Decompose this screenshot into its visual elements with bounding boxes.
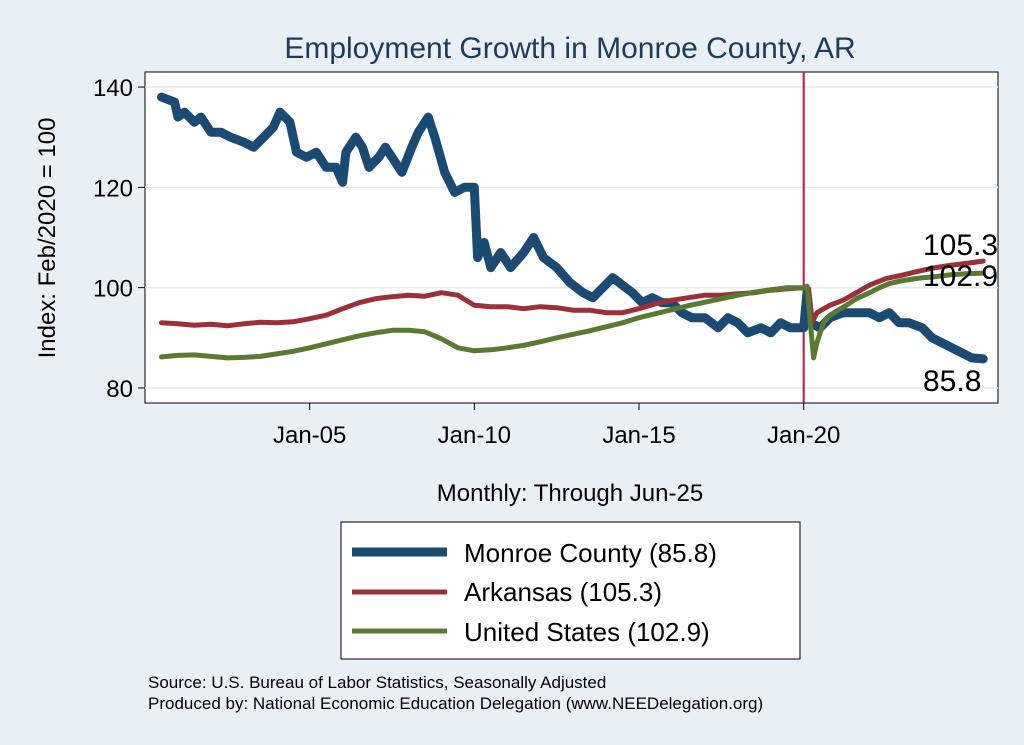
- x-tick-label-Jan-15: Jan-15: [602, 422, 675, 449]
- series-line-united-states: [159, 270, 986, 361]
- legend-label-monroe-county: Monroe County (85.8): [464, 538, 717, 568]
- legend-label-arkansas: Arkansas (105.3): [464, 577, 662, 607]
- end-label-united-states: 102.9: [923, 260, 998, 293]
- y-tick-label-80: 80: [106, 376, 133, 403]
- legend-label-united-states: United States (102.9): [464, 617, 710, 647]
- source-note: Source: U.S. Bureau of Labor Statistics,…: [148, 673, 606, 692]
- x-axis: Jan-05 Jan-10 Jan-15 Jan-20: [273, 403, 840, 449]
- y-axis-title: Index: Feb/2020 = 100: [34, 118, 61, 359]
- x-tick-label-Jan-10: Jan-10: [438, 422, 511, 449]
- series-lines: [157, 92, 988, 364]
- x-tick-label-Jan-05: Jan-05: [273, 422, 346, 449]
- end-label-monroe-county: 85.8: [923, 365, 981, 398]
- legend: Monroe County (85.8) Arkansas (105.3) Un…: [340, 521, 801, 660]
- y-tick-label-120: 120: [93, 175, 133, 202]
- y-tick-label-140: 140: [93, 75, 133, 102]
- x-axis-title: Monthly: Through Jun-25: [437, 480, 703, 507]
- x-tick-label-Jan-20: Jan-20: [767, 422, 840, 449]
- chart-title: Employment Growth in Monroe County, AR: [284, 32, 855, 65]
- producer-note: Produced by: National Economic Education…: [148, 694, 763, 713]
- end-label-arkansas: 105.3: [923, 229, 998, 262]
- y-axis: 80 100 120 140: [93, 75, 145, 403]
- y-tick-label-100: 100: [93, 276, 133, 303]
- series-line-arkansas: [159, 258, 986, 329]
